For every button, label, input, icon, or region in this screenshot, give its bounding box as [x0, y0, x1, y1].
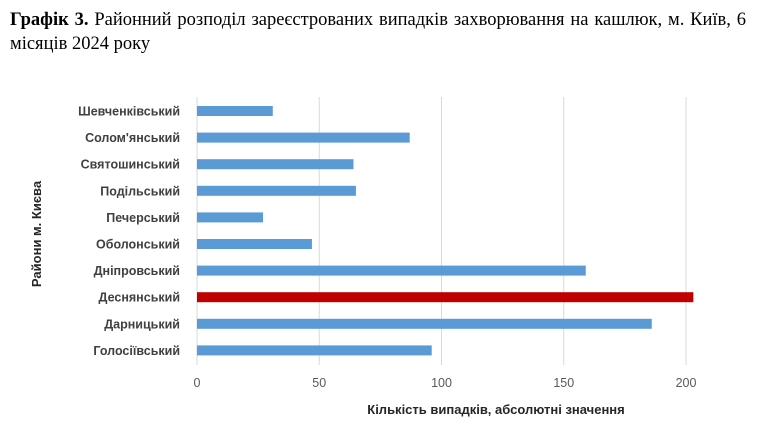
category-label: Солом'янський	[85, 131, 180, 145]
bar	[197, 185, 356, 196]
category-label: Оболонський	[96, 238, 180, 252]
category-label: Печерський	[106, 211, 180, 225]
bar	[197, 212, 264, 223]
category-label: Дніпровський	[94, 264, 180, 278]
category-label: Подільський	[100, 184, 180, 198]
x-tick-label: 200	[676, 376, 697, 390]
bars	[197, 106, 694, 356]
x-axis-title: Кількість випадків, абсолютні значення	[367, 402, 624, 417]
category-label: Шевченківський	[78, 105, 180, 119]
bar	[197, 132, 410, 143]
x-tick-label: 150	[553, 376, 574, 390]
x-tick-label: 50	[312, 376, 326, 390]
bar	[197, 292, 694, 303]
category-label: Голосіївський	[93, 344, 180, 358]
caption-text: Районний розподіл зареєстрованих випадкі…	[10, 10, 747, 54]
chart-caption: Графік 3. Районний розподіл зареєстрован…	[10, 8, 746, 56]
category-labels: Шевченківський Солом'янський Святошинський…	[78, 105, 180, 358]
category-label: Деснянський	[99, 291, 180, 305]
bar	[197, 345, 432, 356]
bar	[197, 265, 586, 276]
y-axis-title: Райони м. Києва	[29, 180, 44, 287]
bar	[197, 106, 273, 116]
x-tick-label: 0	[194, 376, 201, 390]
category-label: Дарницький	[104, 317, 180, 331]
x-tick-label: 100	[431, 376, 452, 390]
caption-label: Графік 3.	[10, 10, 89, 30]
bar	[197, 318, 652, 329]
bar	[197, 159, 354, 170]
x-tick-labels: 0 50 100 150 200	[194, 376, 697, 390]
bar	[197, 239, 312, 249]
category-label: Святошинський	[81, 158, 180, 172]
